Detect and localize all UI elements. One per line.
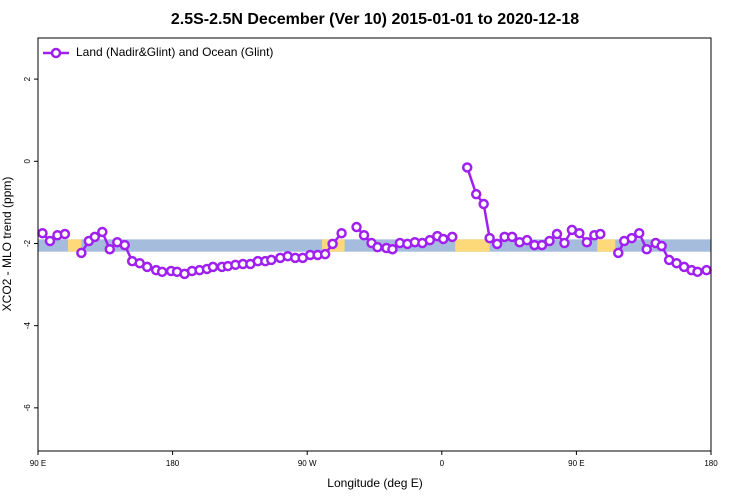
data-point [656,240,667,252]
band-segment [597,239,616,252]
x-tick-label: 180 [166,459,180,468]
chart-title: 2.5S-2.5N December (Ver 10) 2015-01-01 t… [171,11,579,28]
data-point [44,235,56,247]
data-point [544,235,555,247]
data-point [266,254,277,266]
data-point [89,231,101,243]
x-tick-label: 90 E [568,459,584,468]
data-point [424,234,436,246]
data-point [327,238,338,250]
y-tick-label: -6 [23,404,32,412]
data-point [692,266,703,278]
data-point [319,248,331,260]
data-point [551,228,563,240]
plot-frame [37,37,712,452]
y-tick-label: 0 [23,159,32,164]
data-point [641,243,652,255]
series-line [41,167,707,276]
data-point [521,234,533,246]
data-point [506,231,518,243]
data-point [581,236,593,248]
data-point [59,228,71,240]
data-point [478,198,489,210]
data-point [626,232,637,244]
data-point [387,243,398,255]
x-axis-label: Longitude (deg E) [327,476,422,490]
data-point [559,237,570,249]
x-tick-label: 0 [440,459,445,468]
legend-marker [50,47,62,59]
data-point [633,227,645,239]
y-axis-label: XCO2 - MLO trend (ppm) [0,177,14,312]
data-point [358,230,370,241]
y-tick-label: -4 [23,322,32,330]
data-point [701,264,712,276]
data-point [595,228,606,240]
band-segment [67,239,82,252]
data-point [438,233,449,245]
data-point [76,247,87,259]
data-point [470,188,482,200]
data-point [461,162,473,173]
data-point [484,232,495,244]
data-point [536,239,548,251]
y-tick-label: -2 [23,239,32,247]
band-segment [455,239,490,252]
data-point [336,227,347,239]
data-point [156,266,168,278]
data-point [491,238,503,250]
y-tick-label: 2 [23,76,32,81]
data-point [119,239,130,251]
data-point [372,241,383,253]
x-tick-label: 90 W [298,459,317,468]
x-tick-label: 180 [704,459,718,468]
legend-label: Land (Nadir&Glint) and Ocean (Glint) [76,45,273,59]
data-point [447,231,458,243]
data-point [613,247,624,259]
data-point [37,227,48,239]
data-point [97,226,108,238]
data-point [207,261,219,273]
data-point [574,227,585,239]
data-point [351,221,362,233]
data-point [141,261,153,273]
x-tick-label: 90 E [30,459,46,468]
data-point [104,243,116,255]
